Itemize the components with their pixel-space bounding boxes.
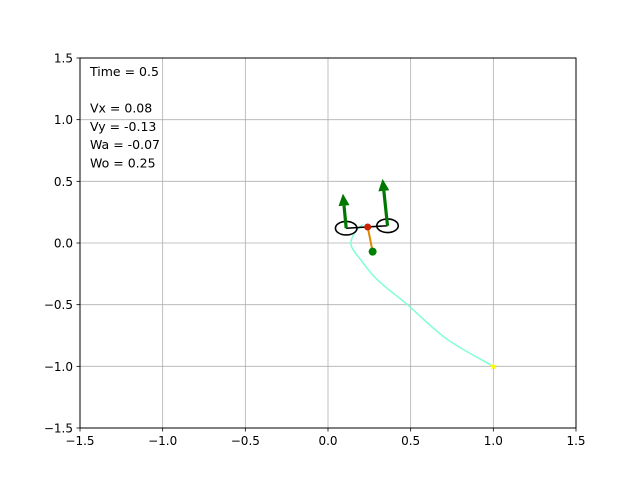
- x-tick-label: 1.0: [484, 434, 503, 448]
- velocity-arrow-head: [338, 193, 350, 207]
- trajectory-layer: [350, 223, 498, 370]
- x-tick-label: 0.5: [401, 434, 420, 448]
- y-tick-label: 0.0: [54, 237, 73, 251]
- x-tick-label: 1.5: [566, 434, 585, 448]
- y-tick-label: 0.5: [54, 175, 73, 189]
- y-tick-label: 1.5: [54, 52, 73, 66]
- x-tick-label: −1.0: [148, 434, 177, 448]
- info-text-line: Wo = 0.25: [90, 156, 156, 171]
- velocity-arrow-head: [378, 178, 390, 192]
- y-tick-label: 1.0: [54, 113, 73, 127]
- trajectory-line: [350, 223, 494, 367]
- velocity-arrow-shaft: [382, 190, 390, 226]
- y-tick-label: −0.5: [44, 298, 73, 312]
- start-marker: [489, 362, 498, 370]
- axis-ticks: −1.5 −1.0 −0.5 0.0 0.5 1.0 1.5 −1.5 −1.0 −0.5 0.0 0…: [44, 52, 586, 449]
- x-tick-label: −1.5: [65, 434, 94, 448]
- target-link: [366, 226, 374, 252]
- y-tick-label: −1.5: [44, 422, 73, 436]
- info-text-line: Wa = -0.07: [90, 137, 160, 152]
- robot-center-point: [364, 223, 372, 231]
- y-tick-label: −1.0: [44, 360, 73, 374]
- x-tick-label: −0.5: [231, 434, 260, 448]
- target-point: [368, 247, 377, 256]
- info-text-block: Time = 0.5 Vx = 0.08 Vy = -0.13 Wa = -0.07 W…: [89, 64, 160, 171]
- x-tick-label: 0.0: [318, 434, 337, 448]
- info-text-line: Vx = 0.08: [90, 101, 152, 116]
- info-text-line: Vy = -0.13: [90, 119, 156, 134]
- velocity-arrow-shaft: [342, 205, 348, 229]
- robot-layer: [334, 178, 400, 256]
- info-text-line: Time = 0.5: [89, 64, 159, 79]
